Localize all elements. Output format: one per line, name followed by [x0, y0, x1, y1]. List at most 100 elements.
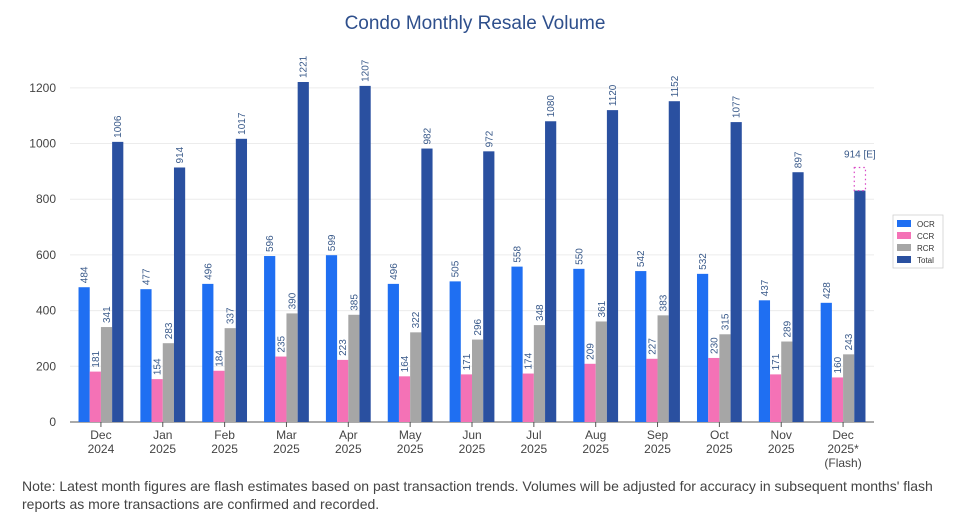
legend-swatch-ccr	[897, 232, 911, 239]
legend: OCR CCR RCR Total	[892, 214, 944, 269]
bar-ccr	[213, 370, 225, 422]
bar-ccr	[584, 363, 596, 422]
x-axis: Dec2024Jan2025Feb2025Mar2025Apr2025May20…	[88, 422, 862, 470]
bar-ocr	[511, 266, 523, 422]
x-tick-label: Oct	[710, 428, 729, 442]
bar-rcr	[657, 315, 669, 422]
data-label: 1080	[546, 95, 557, 118]
estimate-label: 914 [E]	[844, 149, 876, 160]
data-label: 596	[265, 235, 276, 252]
data-label: 437	[760, 279, 771, 296]
data-label: 383	[659, 294, 670, 311]
x-tick-label: 2025	[211, 442, 238, 456]
bar-rcr	[533, 325, 546, 422]
bar-ccr	[151, 379, 163, 422]
data-label: 289	[782, 320, 793, 337]
data-label: 550	[574, 248, 585, 265]
bar-total	[606, 110, 619, 422]
x-tick-label: May	[399, 428, 422, 442]
bar-ccr	[522, 373, 534, 422]
data-label: 1017	[237, 112, 248, 135]
bar-ocr	[758, 300, 771, 422]
data-label: 348	[535, 304, 546, 321]
data-label: 1207	[361, 59, 372, 82]
bar-total	[235, 138, 248, 422]
data-label: 171	[771, 353, 782, 370]
bar-ocr	[202, 283, 214, 422]
bars	[78, 81, 866, 423]
bar-ccr	[708, 357, 720, 422]
bar-ocr	[449, 281, 461, 422]
bar-rcr	[100, 327, 113, 422]
x-tick-label: 2025*	[827, 442, 859, 456]
bar-rcr	[348, 314, 360, 422]
bar-ccr	[275, 356, 287, 422]
data-label: 243	[844, 333, 855, 350]
y-tick-label: 200	[36, 359, 56, 373]
data-label: 599	[327, 234, 338, 251]
legend-swatch-ocr	[897, 220, 911, 227]
x-tick-label: Nov	[771, 428, 792, 442]
bar-ccr	[337, 359, 349, 422]
bar-total	[112, 141, 124, 423]
x-tick-label: 2025	[768, 442, 795, 456]
y-tick-label: 0	[49, 415, 56, 429]
data-label: 315	[720, 313, 731, 330]
data-label: 174	[524, 352, 535, 369]
estimate-outline	[853, 166, 867, 192]
bar-ocr	[635, 271, 647, 422]
data-label: 209	[586, 343, 597, 360]
bar-total	[854, 190, 866, 422]
x-tick-label: 2025	[520, 442, 547, 456]
data-label: 484	[80, 266, 91, 283]
data-label: 322	[411, 311, 422, 328]
x-tick-label: 2025	[273, 442, 300, 456]
x-tick-label: Aug	[585, 428, 606, 442]
bar-total	[421, 148, 433, 422]
bar-rcr	[719, 334, 731, 422]
bar-ccr	[770, 374, 782, 422]
x-tick-label: 2025	[397, 442, 424, 456]
estimate-marker: 914 [E]	[844, 149, 876, 192]
data-label: 181	[91, 350, 102, 367]
x-tick-label: 2025	[706, 442, 733, 456]
x-tick-label: Dec	[832, 428, 853, 442]
legend-swatch-rcr	[897, 244, 911, 251]
data-label: 184	[215, 350, 226, 367]
bar-rcr	[472, 339, 484, 422]
data-label: 1077	[732, 95, 743, 118]
data-label: 164	[400, 355, 411, 372]
data-labels: 484 181 341 1006 477 154 283 914 496 184 337 1017 59…	[80, 55, 856, 375]
bar-rcr	[843, 354, 855, 422]
data-label: 542	[636, 250, 647, 267]
data-label: 341	[102, 306, 113, 323]
x-tick-label: 2025	[149, 442, 176, 456]
data-label: 1152	[670, 75, 681, 97]
x-tick-label: Jan	[153, 428, 172, 442]
bar-ocr	[573, 268, 585, 422]
bar-total	[483, 151, 495, 422]
bar-total	[668, 101, 680, 422]
data-label: 361	[597, 300, 608, 317]
x-tick-label: 2025	[644, 442, 671, 456]
data-label: 477	[141, 268, 152, 285]
bar-total	[359, 85, 371, 423]
data-label: 558	[513, 245, 524, 262]
data-label: 428	[822, 282, 833, 299]
bar-ccr	[398, 376, 411, 422]
data-label: 532	[698, 253, 709, 270]
bar-ocr	[78, 287, 90, 422]
bar-ocr	[325, 255, 338, 422]
bar-rcr	[410, 332, 422, 422]
bar-ccr	[460, 374, 472, 422]
bar-ocr	[820, 302, 832, 422]
bar-rcr	[595, 321, 607, 422]
bar-ocr	[696, 273, 709, 422]
x-tick-label: Apr	[339, 428, 358, 442]
x-tick-label: 2024	[88, 442, 115, 456]
bar-rcr	[224, 328, 236, 422]
bar-total	[730, 122, 742, 422]
y-tick-label: 800	[36, 192, 56, 206]
bar-ccr	[89, 371, 101, 422]
data-label: 227	[647, 338, 658, 355]
